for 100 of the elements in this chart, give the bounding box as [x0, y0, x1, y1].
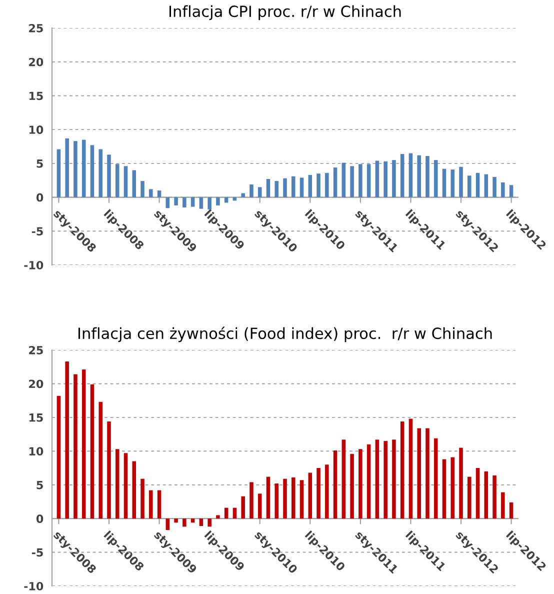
bar: [107, 421, 111, 519]
bar: [408, 418, 413, 519]
bar: [484, 471, 488, 519]
bar: [476, 172, 480, 198]
y-tick-label: 5: [36, 480, 43, 490]
bar: [459, 448, 463, 519]
bar: [283, 178, 287, 198]
bar: [199, 197, 204, 209]
bar: [182, 197, 186, 208]
bar: [166, 518, 170, 530]
bar: [358, 449, 362, 519]
bar: [140, 478, 144, 519]
bar: [90, 145, 94, 198]
bar: [476, 468, 480, 519]
bar: [308, 174, 312, 198]
bar: [342, 162, 346, 198]
bar: [434, 160, 438, 198]
bar: [132, 461, 136, 519]
bar: [400, 154, 404, 198]
y-tick-label: 20: [29, 380, 44, 388]
bar: [417, 428, 421, 519]
bar: [124, 166, 128, 198]
bar: [274, 484, 279, 519]
bar: [308, 472, 312, 519]
bar: [90, 384, 94, 519]
y-tick-label: 25: [29, 346, 43, 354]
bar: [199, 518, 204, 526]
bar: [468, 476, 472, 519]
y-tick-label: -5: [32, 548, 43, 557]
y-tick-label: -5: [32, 227, 43, 236]
bar: [501, 182, 505, 198]
bar: [74, 141, 78, 198]
bar: [258, 187, 262, 198]
bar: [208, 197, 212, 210]
bar: [266, 179, 270, 198]
bar: [300, 480, 304, 519]
bar: [468, 176, 472, 198]
bar: [98, 402, 102, 519]
bar: [291, 477, 296, 519]
bar: [74, 374, 78, 519]
chart-title: Inflacja CPI proc. r/r w Chinach: [169, 5, 401, 20]
bar: [392, 160, 396, 198]
bar: [492, 475, 496, 519]
bar: [250, 184, 254, 198]
bar: [333, 167, 338, 198]
bar: [509, 185, 514, 198]
bar: [342, 440, 346, 519]
bar: [434, 438, 438, 519]
bar: [56, 149, 61, 198]
bar: [450, 457, 455, 519]
y-tick-label: 0: [36, 193, 44, 202]
bar: [241, 496, 245, 519]
bar: [98, 149, 102, 198]
bar: [65, 138, 69, 198]
bar: [190, 518, 195, 523]
y-tick-label: 0: [36, 514, 44, 523]
bar: [400, 421, 404, 519]
bar: [140, 181, 144, 198]
bar: [333, 450, 338, 519]
bar: [384, 161, 388, 198]
y-tick-label: -10: [24, 582, 44, 590]
y-tick-label: 25: [29, 24, 43, 32]
bar: [224, 508, 228, 519]
bar: [65, 361, 69, 519]
bar: [115, 449, 120, 519]
bar: [316, 174, 320, 198]
y-tick-label: 20: [29, 58, 44, 66]
y-tick-label: 5: [36, 160, 43, 168]
y-tick-label: 15: [29, 414, 43, 422]
bar: [216, 515, 220, 519]
bar: [350, 454, 354, 519]
bar: [266, 476, 270, 519]
bar: [174, 197, 178, 206]
bar: [392, 440, 396, 519]
bar: [283, 478, 287, 519]
y-tick-label: 10: [29, 126, 44, 134]
bar: [509, 502, 514, 519]
y-tick-label: 10: [29, 447, 44, 456]
bar: [325, 172, 329, 198]
bar: [182, 518, 186, 527]
bar: [291, 176, 296, 198]
chart-title: Inflacja cen żywności (Food index) proc. r/r w Chinach: [78, 326, 492, 342]
bar: [492, 176, 496, 198]
bar: [56, 396, 61, 519]
bar: [149, 189, 153, 198]
y-tick-label: 15: [29, 92, 43, 100]
bar: [174, 518, 178, 523]
bar: [426, 156, 430, 198]
bar: [366, 164, 371, 198]
bar: [417, 155, 421, 198]
bar: [157, 190, 162, 198]
bar: [300, 178, 304, 198]
bar: [132, 170, 136, 198]
bar: [459, 166, 463, 198]
bar: [442, 168, 446, 198]
bar: [190, 197, 195, 207]
bar: [350, 166, 354, 198]
bar: [216, 197, 220, 206]
bar: [250, 482, 254, 519]
bar: [258, 494, 262, 519]
